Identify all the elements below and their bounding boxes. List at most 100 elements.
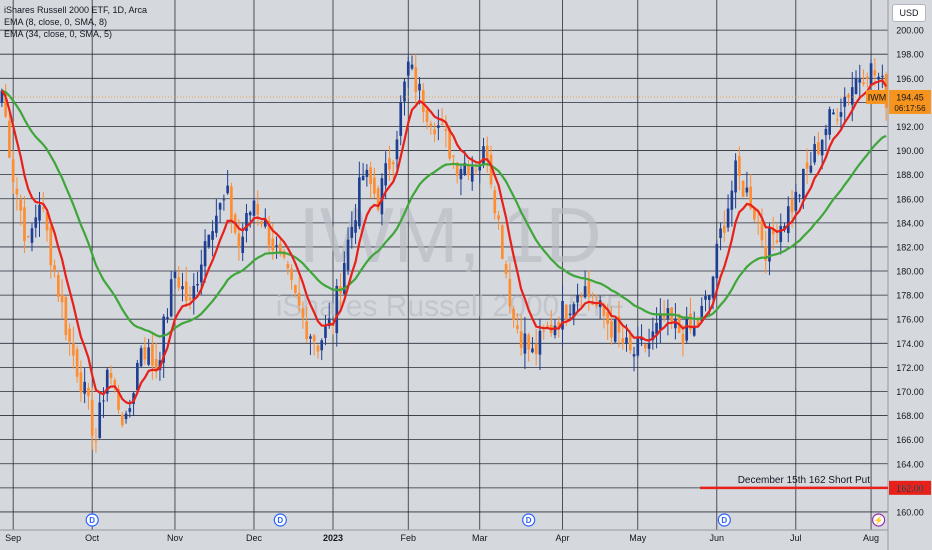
candle-body — [738, 156, 741, 177]
candle-body — [0, 90, 4, 103]
candle-body — [188, 297, 192, 300]
time-tick-label: Aug — [863, 533, 879, 543]
candle-body — [83, 381, 86, 394]
candle-body — [881, 75, 884, 77]
price-tick-label: 196.00 — [896, 74, 924, 84]
candle-body — [399, 102, 403, 136]
candle-body — [154, 358, 158, 372]
candle-body — [576, 294, 579, 303]
candle-body — [252, 200, 256, 216]
candle-body — [38, 204, 41, 221]
candle-body — [534, 343, 538, 355]
candle-body — [403, 81, 406, 102]
candle-body — [440, 124, 444, 126]
candle-body — [132, 393, 135, 404]
time-axis[interactable]: Sep Oct Nov Dec 2023 Feb Mar Apr May Jun Jul Aug — [5, 533, 879, 543]
candle-body — [493, 190, 497, 214]
candle-body — [749, 186, 752, 209]
candle-body — [316, 345, 320, 352]
candle-body — [628, 333, 632, 351]
candle-body — [636, 337, 640, 356]
candle-body — [388, 158, 391, 170]
legend-ema-fast[interactable]: EMA (8, close, 0, SMA, 8) — [4, 17, 108, 27]
candle-body — [865, 76, 869, 79]
candle-body — [98, 402, 102, 439]
legend-title[interactable]: iShares Russell 2000 ETF, 1D, Arca — [4, 5, 148, 15]
candle-body — [203, 241, 207, 267]
legend-ema-slow[interactable]: EMA (34, close, 0, SMA, 5) — [4, 29, 113, 39]
time-tick-label: Dec — [246, 533, 263, 543]
candle-body — [647, 343, 651, 349]
dividend-marker[interactable] — [273, 513, 287, 527]
candle-body — [75, 349, 79, 377]
candle-body — [850, 87, 854, 105]
candle-body — [444, 129, 448, 132]
candle-body — [290, 268, 293, 280]
split-marker[interactable] — [871, 513, 886, 527]
candle-body — [719, 228, 722, 239]
candle-body — [102, 400, 105, 402]
candle-body — [768, 227, 771, 262]
candle-body — [613, 319, 617, 342]
dividend-marker[interactable] — [522, 513, 536, 527]
candle-body — [568, 313, 572, 316]
price-tick-label: 178.00 — [896, 291, 924, 301]
price-tick-label: 166.00 — [896, 435, 924, 445]
price-tick-label: 168.00 — [896, 411, 924, 421]
last-price-box — [889, 89, 931, 114]
candle-body — [847, 94, 850, 98]
dividend-marker-label: D — [89, 516, 95, 525]
time-tick-label: Nov — [167, 533, 184, 543]
currency-button[interactable]: USD — [892, 4, 926, 22]
candle-body — [433, 129, 436, 135]
candle-body — [425, 110, 429, 122]
candle-body — [305, 321, 308, 339]
candle-body — [429, 123, 433, 127]
candle-body — [730, 190, 734, 210]
candle-body — [621, 338, 625, 344]
candle-body — [779, 226, 783, 243]
candle-body — [557, 322, 561, 330]
candle-body — [602, 304, 606, 316]
candle-body — [798, 195, 801, 197]
candle-body — [406, 61, 410, 76]
candle-body — [707, 295, 711, 300]
candle-body — [538, 330, 542, 355]
candle-body — [222, 199, 226, 201]
candle-body — [523, 333, 527, 354]
candle-body — [756, 221, 760, 223]
candle-body — [30, 228, 34, 243]
candle-body — [839, 112, 843, 117]
candle-body — [580, 295, 583, 297]
dividend-marker[interactable] — [717, 513, 731, 527]
candle-body — [877, 76, 880, 80]
time-tick-label: May — [629, 533, 647, 543]
candle-body — [542, 330, 546, 332]
candle-body — [504, 264, 508, 274]
candle-body — [181, 286, 184, 290]
price-tick-label: 164.00 — [896, 459, 924, 469]
dividend-marker[interactable] — [85, 513, 99, 527]
price-tick-label: 160.00 — [896, 507, 924, 517]
candle-body — [196, 283, 199, 286]
candle-body — [813, 144, 816, 163]
candle-body — [192, 285, 196, 300]
candle-body — [79, 372, 83, 393]
candle-body — [260, 221, 263, 225]
candle-body — [617, 316, 621, 333]
candle-body — [561, 300, 564, 330]
candle-body — [681, 334, 685, 344]
candle-body — [237, 233, 241, 248]
candle-body — [369, 167, 372, 185]
candle-body — [275, 245, 278, 247]
candle-body — [854, 78, 858, 95]
candle-body — [485, 145, 489, 162]
candle-body — [324, 325, 327, 339]
price-tick-label: 186.00 — [896, 194, 924, 204]
candle-body — [391, 162, 395, 165]
candle-body — [297, 293, 301, 306]
candle-body — [873, 70, 877, 76]
candle-body — [452, 155, 455, 157]
candle-body — [117, 389, 120, 410]
